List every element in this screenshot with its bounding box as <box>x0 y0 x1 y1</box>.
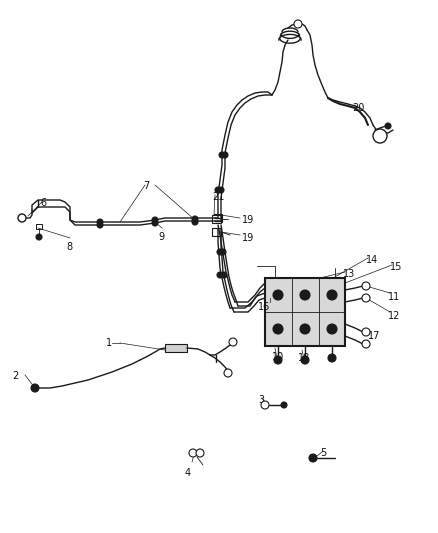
Circle shape <box>328 354 336 362</box>
Circle shape <box>273 290 283 300</box>
Circle shape <box>281 402 287 408</box>
Circle shape <box>196 449 204 457</box>
Circle shape <box>218 187 224 193</box>
Circle shape <box>300 290 310 300</box>
Circle shape <box>362 294 370 302</box>
Circle shape <box>31 384 39 392</box>
Circle shape <box>309 454 317 462</box>
Circle shape <box>219 152 225 158</box>
Text: 19: 19 <box>242 233 254 243</box>
Circle shape <box>215 187 221 193</box>
Circle shape <box>192 219 198 225</box>
Circle shape <box>229 338 237 346</box>
Circle shape <box>18 214 26 222</box>
Circle shape <box>362 340 370 348</box>
Text: 15: 15 <box>390 262 403 272</box>
Text: 10: 10 <box>272 352 284 362</box>
Circle shape <box>217 272 223 278</box>
Circle shape <box>97 219 103 225</box>
Bar <box>214 214 222 222</box>
Text: 3: 3 <box>258 395 264 405</box>
Text: 1: 1 <box>106 338 112 348</box>
Circle shape <box>217 249 223 255</box>
Text: 18: 18 <box>298 353 310 363</box>
Bar <box>265 278 345 346</box>
Text: 5: 5 <box>320 448 326 458</box>
Text: 8: 8 <box>66 242 72 252</box>
Text: 16: 16 <box>258 302 270 312</box>
Text: 17: 17 <box>368 331 380 341</box>
Circle shape <box>152 217 158 223</box>
Circle shape <box>385 123 391 129</box>
Circle shape <box>189 449 197 457</box>
Text: 12: 12 <box>388 311 400 321</box>
Circle shape <box>224 369 232 377</box>
Text: 11: 11 <box>388 292 400 302</box>
Circle shape <box>327 290 337 300</box>
Bar <box>212 228 221 236</box>
Circle shape <box>192 216 198 222</box>
Circle shape <box>301 356 309 364</box>
Circle shape <box>300 324 310 334</box>
Circle shape <box>97 222 103 228</box>
Text: 13: 13 <box>343 269 355 279</box>
Bar <box>212 215 221 223</box>
Circle shape <box>327 324 337 334</box>
Text: 19: 19 <box>242 215 254 225</box>
Text: 20: 20 <box>352 103 364 113</box>
Bar <box>36 224 42 229</box>
Text: 14: 14 <box>366 255 378 265</box>
Circle shape <box>362 328 370 336</box>
Text: 2: 2 <box>12 371 18 381</box>
Text: 4: 4 <box>185 468 191 478</box>
Circle shape <box>36 234 42 240</box>
Circle shape <box>373 129 387 143</box>
Text: 9: 9 <box>158 232 164 242</box>
Circle shape <box>221 272 227 278</box>
Text: 21: 21 <box>212 192 224 202</box>
Circle shape <box>294 20 302 28</box>
Text: 7: 7 <box>143 181 149 191</box>
Circle shape <box>220 249 226 255</box>
Circle shape <box>261 401 269 409</box>
Text: 6: 6 <box>40 198 46 208</box>
Circle shape <box>362 282 370 290</box>
Circle shape <box>152 220 158 226</box>
Circle shape <box>273 324 283 334</box>
Circle shape <box>274 356 282 364</box>
Circle shape <box>222 152 228 158</box>
Bar <box>165 344 187 352</box>
